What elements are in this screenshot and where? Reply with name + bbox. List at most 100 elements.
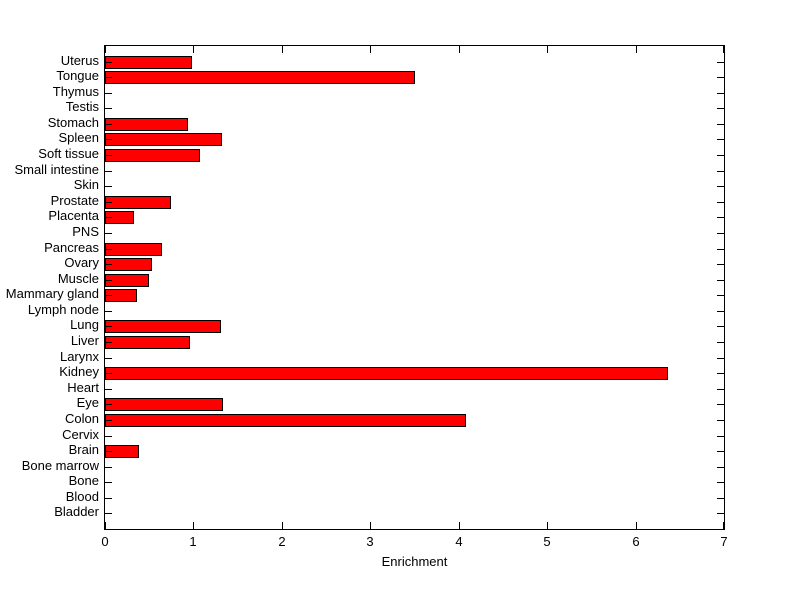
- x-tick-label-2: 2: [278, 534, 286, 549]
- x-tick-1: [193, 46, 194, 53]
- y-tick-heart: [105, 389, 112, 390]
- y-tick-skin: [105, 186, 112, 187]
- y-tick-soft-tissue: [105, 155, 112, 156]
- y-tick-ovary: [717, 264, 724, 265]
- x-tick-label-7: 7: [720, 534, 728, 549]
- y-tick-lymph-node: [105, 311, 112, 312]
- y-tick-prostate: [105, 202, 112, 203]
- x-tick-label-3: 3: [366, 534, 374, 549]
- bar-liver: [105, 336, 190, 349]
- bar-stomach: [105, 118, 188, 131]
- y-tick-uterus: [717, 62, 724, 63]
- y-tick-label-kidney: Kidney: [59, 364, 99, 379]
- y-tick-spleen: [105, 139, 112, 140]
- y-tick-label-prostate: Prostate: [50, 193, 99, 208]
- y-tick-cervix: [105, 436, 112, 437]
- y-tick-eye: [105, 404, 112, 405]
- y-tick-placenta: [717, 217, 724, 218]
- y-tick-label-placenta: Placenta: [48, 208, 99, 223]
- y-tick-label-soft-tissue: Soft tissue: [38, 146, 99, 161]
- y-tick-label-ovary: Ovary: [64, 255, 99, 270]
- y-tick-brain: [105, 451, 112, 452]
- bar-tongue: [105, 71, 415, 84]
- bar-kidney: [105, 367, 668, 380]
- x-tick-label-5: 5: [543, 534, 551, 549]
- y-tick-label-small-intestine: Small intestine: [14, 162, 99, 177]
- y-tick-bone-marrow: [717, 467, 724, 468]
- y-tick-label-eye: Eye: [76, 395, 99, 410]
- y-tick-label-larynx: Larynx: [59, 349, 99, 364]
- y-tick-label-pancreas: Pancreas: [44, 240, 99, 255]
- x-tick-label-1: 1: [189, 534, 197, 549]
- y-tick-label-heart: Heart: [67, 380, 99, 395]
- y-tick-small-intestine: [105, 171, 112, 172]
- x-tick-0: [105, 46, 106, 53]
- y-tick-label-liver: Liver: [70, 333, 99, 348]
- y-tick-label-blood: Blood: [65, 489, 99, 504]
- y-tick-testis: [717, 108, 724, 109]
- y-tick-brain: [717, 451, 724, 452]
- y-tick-ovary: [105, 264, 112, 265]
- y-tick-label-cervix: Cervix: [62, 427, 99, 442]
- x-tick-6: [636, 46, 637, 53]
- y-tick-small-intestine: [717, 171, 724, 172]
- y-tick-label-lymph-node: Lymph node: [27, 302, 99, 317]
- x-tick-label-6: 6: [632, 534, 640, 549]
- bar-colon: [105, 414, 466, 427]
- y-tick-soft-tissue: [717, 155, 724, 156]
- x-tick-6: [636, 522, 637, 529]
- x-tick-label-0: 0: [101, 534, 109, 549]
- y-tick-thymus: [105, 93, 112, 94]
- y-tick-label-testis: Testis: [65, 99, 99, 114]
- y-tick-label-bladder: Bladder: [54, 504, 99, 519]
- y-tick-skin: [717, 186, 724, 187]
- x-tick-5: [547, 46, 548, 53]
- y-tick-testis: [105, 108, 112, 109]
- y-tick-mammary-gland: [105, 295, 112, 296]
- y-tick-pns: [717, 233, 724, 234]
- y-tick-stomach: [105, 124, 112, 125]
- bar-eye: [105, 398, 223, 411]
- y-tick-muscle: [105, 280, 112, 281]
- y-tick-colon: [717, 420, 724, 421]
- bar-ovary: [105, 258, 152, 271]
- y-tick-heart: [717, 389, 724, 390]
- x-tick-3: [370, 522, 371, 529]
- y-tick-bone: [105, 482, 112, 483]
- y-tick-label-thymus: Thymus: [52, 84, 99, 99]
- x-tick-7: [723, 522, 724, 529]
- y-tick-kidney: [717, 373, 724, 374]
- bar-spleen: [105, 133, 222, 146]
- y-tick-label-stomach: Stomach: [47, 115, 99, 130]
- x-tick-4: [459, 522, 460, 529]
- y-tick-label-bone-marrow: Bone marrow: [21, 458, 99, 473]
- y-tick-bladder: [717, 513, 724, 514]
- y-tick-label-bone: Bone: [68, 473, 99, 488]
- y-tick-label-colon: Colon: [65, 411, 99, 426]
- y-tick-bone: [717, 482, 724, 483]
- y-tick-blood: [717, 498, 724, 499]
- y-tick-stomach: [717, 124, 724, 125]
- y-tick-tongue: [717, 77, 724, 78]
- y-tick-muscle: [717, 280, 724, 281]
- x-tick-2: [282, 46, 283, 53]
- x-tick-7: [723, 46, 724, 53]
- y-tick-eye: [717, 404, 724, 405]
- y-tick-bladder: [105, 513, 112, 514]
- y-tick-mammary-gland: [717, 295, 724, 296]
- plot-area: [104, 45, 725, 530]
- x-tick-label-4: 4: [455, 534, 463, 549]
- y-tick-tongue: [105, 77, 112, 78]
- y-tick-blood: [105, 498, 112, 499]
- y-tick-lung: [717, 326, 724, 327]
- y-tick-label-mammary-gland: Mammary gland: [5, 286, 99, 301]
- bar-uterus: [105, 56, 192, 69]
- y-tick-label-uterus: Uterus: [60, 53, 99, 68]
- x-tick-4: [459, 46, 460, 53]
- y-tick-label-pns: PNS: [72, 224, 99, 239]
- y-tick-label-muscle: Muscle: [57, 271, 99, 286]
- y-tick-thymus: [717, 93, 724, 94]
- y-tick-label-skin: Skin: [73, 177, 99, 192]
- y-tick-placenta: [105, 217, 112, 218]
